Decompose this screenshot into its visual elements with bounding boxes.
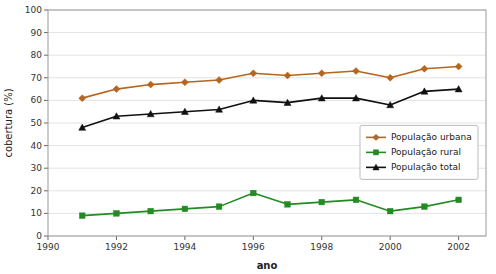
data-point	[251, 190, 257, 196]
data-point	[79, 95, 86, 102]
data-point	[284, 72, 291, 79]
y-tick-label: 20	[31, 186, 43, 196]
data-point	[456, 197, 462, 203]
grid-line	[48, 123, 486, 124]
y-axis-label: cobertura (%)	[3, 88, 14, 157]
data-point	[387, 101, 394, 107]
legend-marker	[373, 164, 379, 170]
data-point	[147, 81, 154, 88]
plot-frame	[48, 10, 486, 236]
data-point	[216, 204, 222, 210]
legend: População urbana População rural População…	[360, 125, 478, 179]
data-point	[216, 77, 223, 84]
y-tick	[44, 55, 48, 56]
data-point	[455, 63, 462, 70]
x-tick	[116, 236, 117, 240]
x-tick	[458, 236, 459, 240]
data-point	[147, 110, 154, 116]
data-point	[216, 106, 223, 112]
data-point	[114, 211, 120, 217]
y-tick-label: 100	[25, 5, 42, 15]
series-line	[82, 193, 458, 216]
y-tick	[44, 145, 48, 146]
x-tick	[184, 236, 185, 240]
y-tick	[44, 123, 48, 124]
x-tick	[390, 236, 391, 240]
data-point	[285, 202, 291, 208]
x-tick-label: 1996	[242, 242, 265, 252]
y-tick-label: 0	[36, 231, 42, 241]
x-tick-label: 1992	[105, 242, 128, 252]
y-tick-label: 70	[31, 73, 43, 83]
x-tick-label: 1994	[173, 242, 196, 252]
grid-line	[48, 55, 486, 56]
y-tick	[44, 236, 48, 237]
data-point	[182, 206, 188, 212]
data-point	[421, 65, 428, 72]
legend-marker	[373, 150, 378, 155]
data-point	[148, 208, 154, 214]
y-tick-label: 80	[31, 50, 43, 60]
legend-marker	[373, 134, 379, 140]
y-tick	[44, 32, 48, 33]
y-tick-label: 30	[31, 163, 43, 173]
legend-label: População urbana	[391, 132, 472, 142]
legend-label: População rural	[391, 147, 461, 157]
legend-label: População total	[391, 162, 460, 172]
x-tick-label: 2002	[447, 242, 470, 252]
x-tick-label: 1990	[37, 242, 60, 252]
data-point	[181, 108, 188, 114]
x-tick-label: 1998	[310, 242, 333, 252]
data-point	[421, 88, 428, 94]
grid-line	[48, 190, 486, 191]
data-point	[353, 197, 359, 203]
chart-svg: 0 10 20 30 40 50 60 70 80 90 100 1990 1992 1994 1996 19…	[0, 0, 496, 274]
data-point	[318, 95, 325, 101]
data-point	[387, 208, 393, 214]
legend-box	[360, 125, 478, 179]
x-tick	[321, 236, 322, 240]
data-point	[181, 79, 188, 86]
data-point	[318, 70, 325, 77]
data-point	[387, 74, 394, 81]
data-point	[284, 99, 291, 105]
y-tick-label: 60	[31, 95, 43, 105]
data-point	[319, 199, 325, 205]
grid-line	[48, 32, 486, 33]
series-line	[82, 67, 458, 99]
y-tick-label: 50	[31, 118, 43, 128]
grid-line	[48, 77, 486, 78]
plot-background	[48, 10, 486, 236]
y-tick-label: 90	[31, 28, 43, 38]
series-line	[82, 89, 458, 127]
x-tick	[253, 236, 254, 240]
chart-container: 0 10 20 30 40 50 60 70 80 90 100 1990 1992 1994 1996 19…	[0, 0, 496, 274]
y-tick	[44, 77, 48, 78]
y-tick	[44, 190, 48, 191]
data-point	[79, 124, 86, 130]
y-tick	[44, 213, 48, 214]
x-tick	[48, 236, 49, 240]
x-axis-label: ano	[257, 260, 278, 271]
data-point	[250, 97, 257, 103]
data-point	[79, 213, 85, 219]
data-point	[422, 204, 428, 210]
data-point	[352, 68, 359, 75]
data-point	[113, 113, 120, 119]
y-tick-label: 10	[31, 208, 43, 218]
y-tick-label: 40	[31, 141, 43, 151]
y-tick	[44, 10, 48, 11]
y-tick	[44, 100, 48, 101]
x-tick-label: 2000	[379, 242, 402, 252]
data-point	[250, 70, 257, 77]
data-point	[455, 86, 462, 92]
data-point	[352, 95, 359, 101]
y-tick	[44, 168, 48, 169]
data-point	[113, 86, 120, 93]
